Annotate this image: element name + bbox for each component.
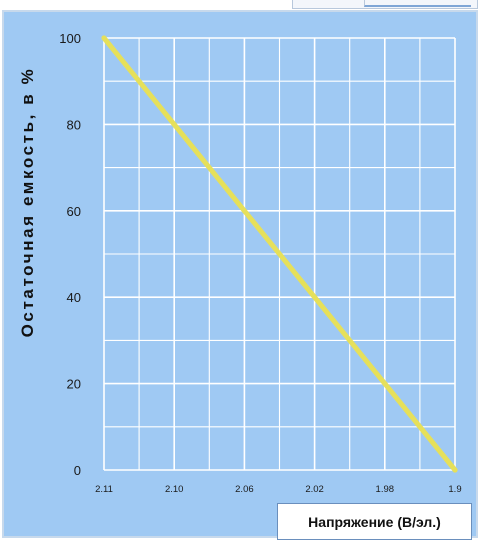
y-tick-label: 100 xyxy=(59,31,81,46)
y-tick-label: 60 xyxy=(67,204,81,219)
data-point xyxy=(452,467,458,473)
x-tick-layer: 2.11 2.10 2.06 2.02 1.98 1.9 xyxy=(95,484,462,495)
x-tick-label: 2.02 xyxy=(305,484,324,495)
y-tick-label: 20 xyxy=(67,377,81,392)
x-tick-label: 2.10 xyxy=(165,484,184,495)
y-tick-label: 0 xyxy=(74,463,81,478)
x-axis-label: Напряжение (В/эл.) xyxy=(308,513,441,530)
y-tick-label: 80 xyxy=(67,117,81,132)
x-tick-label: 1.98 xyxy=(376,484,395,495)
x-tick-label: 2.06 xyxy=(235,484,254,495)
x-tick-label: 2.11 xyxy=(95,484,113,495)
data-point xyxy=(101,35,107,41)
data-point xyxy=(241,208,247,214)
y-tick-layer: 0 20 40 60 80 100 xyxy=(59,31,81,478)
x-tick-label: 1.9 xyxy=(448,484,461,495)
data-point xyxy=(382,381,388,387)
data-point xyxy=(171,121,177,127)
series-line xyxy=(101,35,458,473)
y-axis-label: Остаточная емкость, в % xyxy=(18,66,37,338)
data-point xyxy=(312,294,318,300)
y-tick-label: 40 xyxy=(67,290,81,305)
chart-panel xyxy=(2,10,478,538)
corner-window-fragment xyxy=(292,0,478,9)
y-axis-label-box xyxy=(9,33,48,371)
line-layer xyxy=(101,35,458,473)
x-axis-label-box: Напряжение (В/эл.) xyxy=(277,503,472,540)
